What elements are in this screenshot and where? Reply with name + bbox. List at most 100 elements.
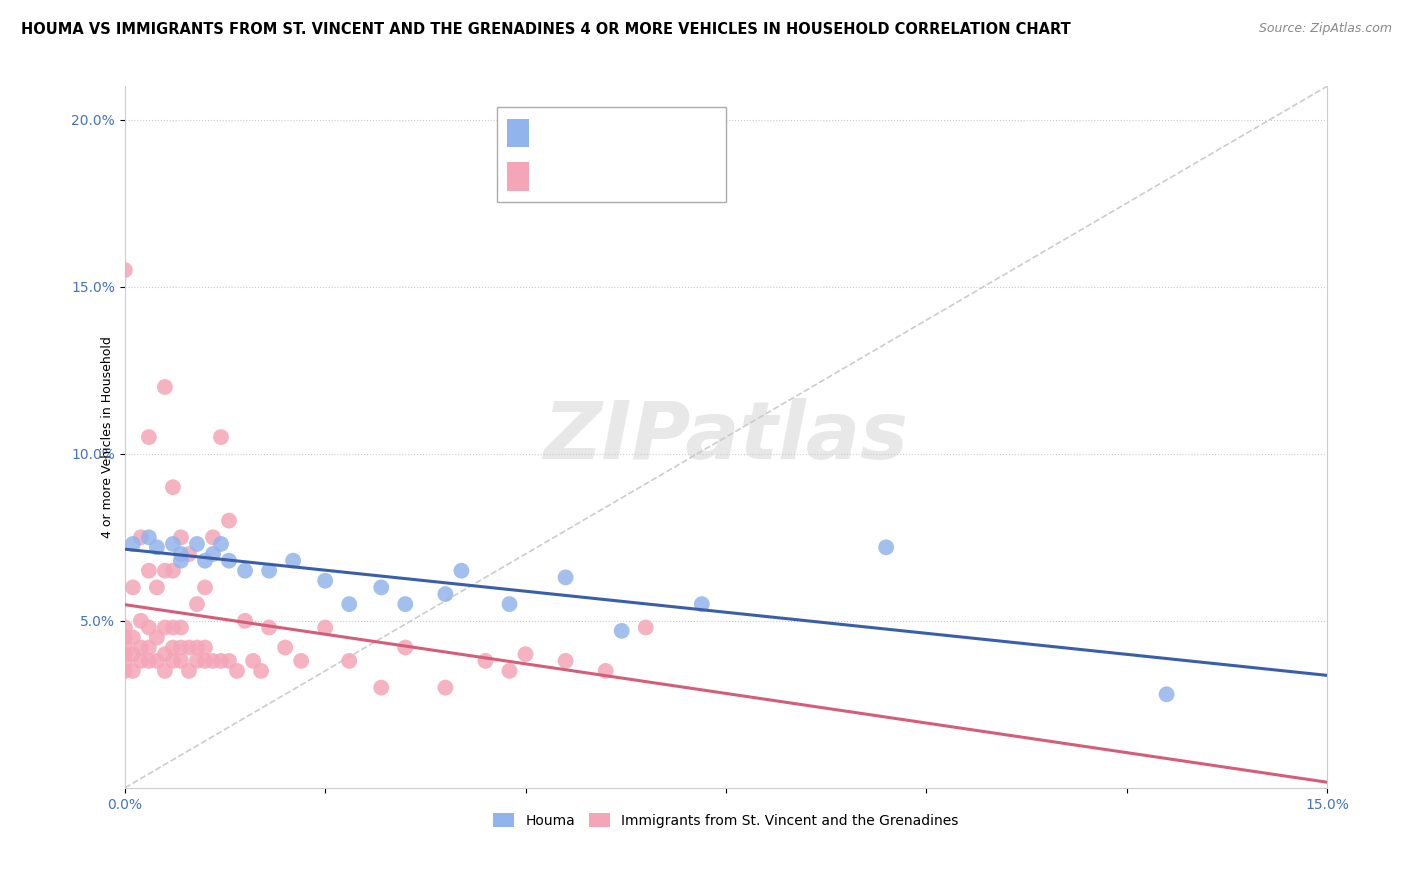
Point bbox=[146, 631, 169, 645]
Point bbox=[177, 664, 200, 678]
Point bbox=[186, 597, 208, 611]
Point bbox=[170, 640, 193, 655]
Text: Source: ZipAtlas.com: Source: ZipAtlas.com bbox=[1258, 22, 1392, 36]
Point bbox=[209, 654, 232, 668]
Point bbox=[153, 380, 176, 394]
Point bbox=[138, 430, 160, 444]
Point bbox=[170, 654, 193, 668]
Point bbox=[634, 620, 657, 634]
Point bbox=[209, 430, 232, 444]
Point bbox=[875, 541, 897, 555]
Point bbox=[129, 614, 152, 628]
Point bbox=[314, 574, 336, 588]
Point bbox=[162, 537, 184, 551]
Point bbox=[162, 640, 184, 655]
Point bbox=[162, 480, 184, 494]
Point bbox=[201, 530, 224, 544]
Point bbox=[121, 647, 143, 661]
Point bbox=[153, 620, 176, 634]
Point bbox=[1156, 687, 1178, 701]
Point bbox=[153, 564, 176, 578]
Point bbox=[170, 554, 193, 568]
Legend: Houma, Immigrants from St. Vincent and the Grenadines: Houma, Immigrants from St. Vincent and t… bbox=[488, 807, 965, 833]
Point bbox=[337, 654, 360, 668]
Point bbox=[138, 564, 160, 578]
Point bbox=[186, 640, 208, 655]
Point bbox=[146, 541, 169, 555]
Point bbox=[394, 640, 416, 655]
Text: HOUMA VS IMMIGRANTS FROM ST. VINCENT AND THE GRENADINES 4 OR MORE VEHICLES IN HO: HOUMA VS IMMIGRANTS FROM ST. VINCENT AND… bbox=[21, 22, 1071, 37]
Point bbox=[186, 537, 208, 551]
Point bbox=[177, 640, 200, 655]
Point bbox=[114, 647, 136, 661]
Point bbox=[194, 640, 217, 655]
Point bbox=[242, 654, 264, 668]
Point bbox=[233, 564, 256, 578]
Point bbox=[129, 654, 152, 668]
Point bbox=[250, 664, 273, 678]
Point bbox=[515, 647, 537, 661]
Point bbox=[281, 554, 304, 568]
Point bbox=[201, 654, 224, 668]
Point bbox=[474, 654, 496, 668]
Point bbox=[209, 537, 232, 551]
Point bbox=[314, 620, 336, 634]
Point bbox=[170, 530, 193, 544]
Point bbox=[162, 654, 184, 668]
Point bbox=[138, 620, 160, 634]
Point bbox=[434, 587, 457, 601]
Point bbox=[337, 597, 360, 611]
Point bbox=[121, 631, 143, 645]
Point bbox=[394, 597, 416, 611]
Point bbox=[186, 654, 208, 668]
Point bbox=[114, 631, 136, 645]
Point bbox=[218, 554, 240, 568]
Text: ZIPatlas: ZIPatlas bbox=[543, 398, 908, 476]
Point bbox=[153, 664, 176, 678]
Point bbox=[121, 537, 143, 551]
Point bbox=[194, 654, 217, 668]
Point bbox=[218, 654, 240, 668]
Point bbox=[114, 654, 136, 668]
Point bbox=[434, 681, 457, 695]
Point bbox=[146, 654, 169, 668]
Point bbox=[498, 597, 520, 611]
Point bbox=[274, 640, 297, 655]
Point bbox=[170, 620, 193, 634]
Point bbox=[233, 614, 256, 628]
Point bbox=[162, 564, 184, 578]
Point bbox=[450, 564, 472, 578]
Point bbox=[121, 581, 143, 595]
Point bbox=[138, 654, 160, 668]
Point bbox=[498, 664, 520, 678]
Y-axis label: 4 or more Vehicles in Household: 4 or more Vehicles in Household bbox=[101, 336, 114, 538]
Point bbox=[201, 547, 224, 561]
Point bbox=[610, 624, 633, 638]
Point bbox=[194, 581, 217, 595]
Point bbox=[114, 620, 136, 634]
Point bbox=[121, 664, 143, 678]
Point bbox=[114, 640, 136, 655]
Point bbox=[370, 581, 392, 595]
Point bbox=[170, 547, 193, 561]
Point bbox=[129, 530, 152, 544]
Point bbox=[114, 263, 136, 277]
Point bbox=[153, 647, 176, 661]
Point bbox=[114, 664, 136, 678]
Point bbox=[554, 654, 576, 668]
Point bbox=[690, 597, 713, 611]
Point bbox=[162, 620, 184, 634]
Point bbox=[177, 547, 200, 561]
Point bbox=[129, 640, 152, 655]
Point bbox=[595, 664, 617, 678]
Point bbox=[226, 664, 249, 678]
Point bbox=[138, 530, 160, 544]
Point bbox=[146, 581, 169, 595]
Point bbox=[257, 564, 280, 578]
Point bbox=[218, 514, 240, 528]
Point bbox=[138, 640, 160, 655]
Point bbox=[257, 620, 280, 634]
Point bbox=[554, 570, 576, 584]
Point bbox=[290, 654, 312, 668]
Point bbox=[194, 554, 217, 568]
